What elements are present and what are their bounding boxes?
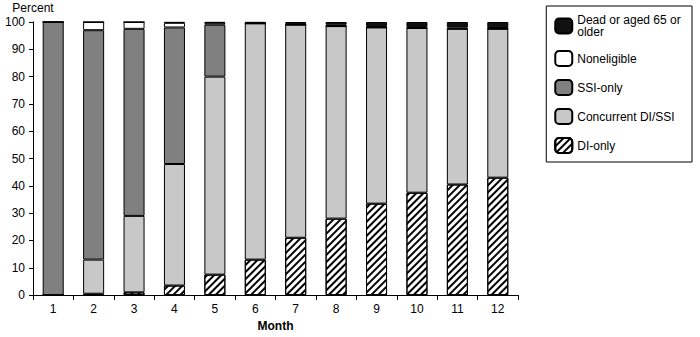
svg-text:Month: Month [258,319,294,333]
svg-text:90: 90 [12,42,26,56]
svg-text:Percent: Percent [12,1,54,15]
svg-text:Dead or aged 65 or: Dead or aged 65 or [577,13,684,27]
svg-text:5: 5 [212,302,219,316]
svg-text:older: older [577,25,604,39]
svg-text:12: 12 [491,302,505,316]
svg-text:Noneligible: Noneligible [577,52,637,66]
svg-text:40: 40 [12,179,26,193]
svg-text:8: 8 [333,302,340,316]
svg-text:20: 20 [12,233,26,247]
svg-text:4: 4 [171,302,178,316]
svg-text:60: 60 [12,124,26,138]
svg-text:50: 50 [12,152,26,166]
svg-text:Concurrent DI/SSI: Concurrent DI/SSI [577,110,674,124]
svg-text:0: 0 [18,288,25,302]
svg-text:80: 80 [12,70,26,84]
svg-text:100: 100 [5,15,25,29]
svg-text:70: 70 [12,97,26,111]
svg-text:30: 30 [12,206,26,220]
svg-text:11: 11 [451,302,464,316]
svg-text:DI-only: DI-only [577,139,615,153]
svg-text:9: 9 [373,302,380,316]
svg-text:6: 6 [252,302,259,316]
svg-text:1: 1 [50,302,57,316]
svg-text:10: 10 [410,302,424,316]
svg-text:2: 2 [90,302,97,316]
svg-text:7: 7 [292,302,299,316]
svg-text:3: 3 [131,302,138,316]
svg-text:10: 10 [12,261,26,275]
svg-text:SSI-only: SSI-only [577,81,622,95]
